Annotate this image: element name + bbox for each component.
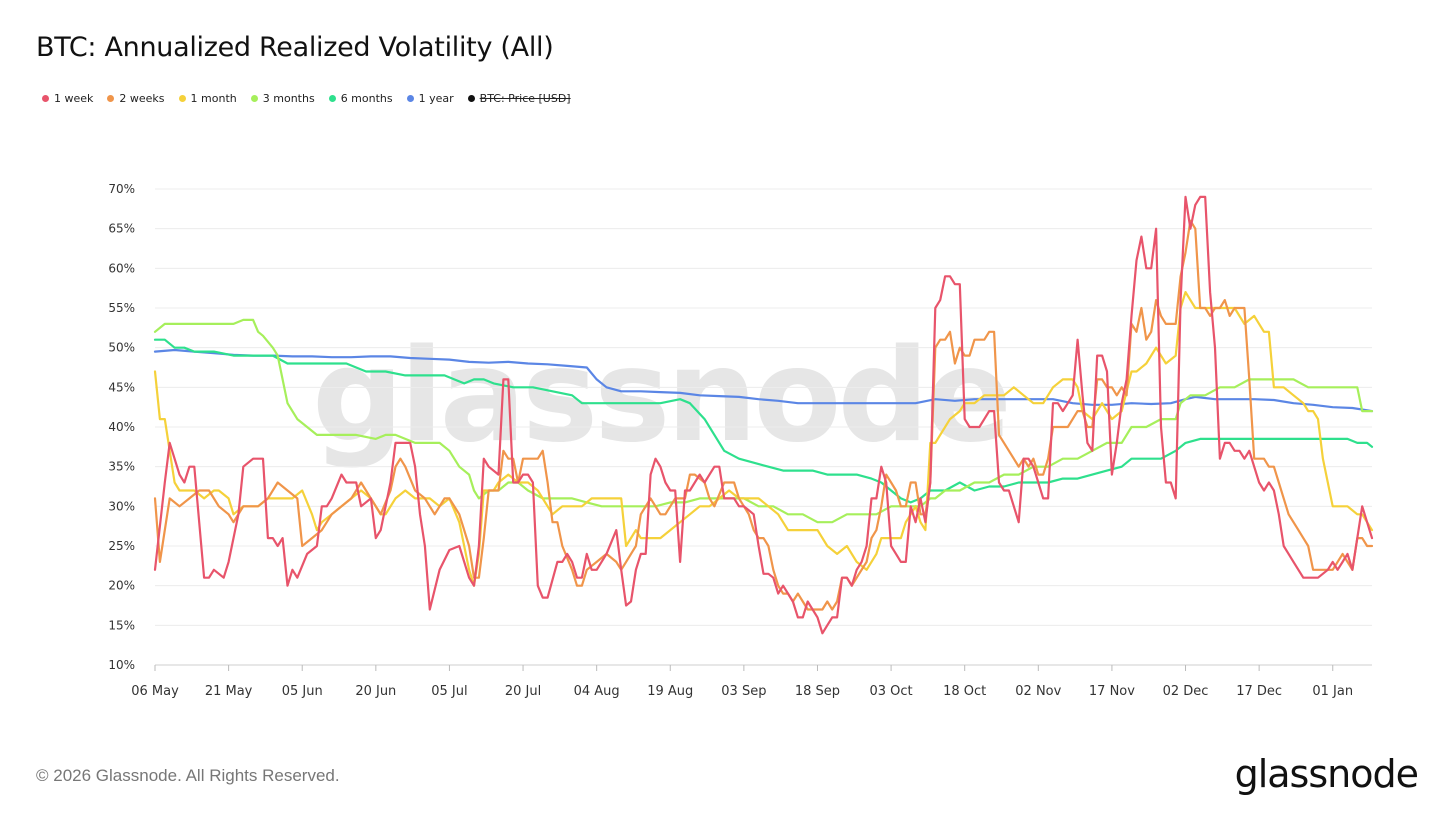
legend-label: 3 months	[262, 92, 315, 105]
series-line-1-year	[153, 348, 1374, 413]
x-tick-label: 20 Jul	[505, 684, 541, 699]
chart-title: BTC: Annualized Realized Volatility (All…	[36, 32, 554, 63]
x-tick-label: 17 Nov	[1089, 684, 1135, 699]
x-tick-label: 03 Sep	[721, 684, 766, 699]
series-line-1-month	[153, 291, 1374, 587]
legend-dot-icon	[328, 95, 336, 102]
y-tick-label: 55%	[108, 301, 135, 315]
x-tick-label: 05 Jun	[282, 684, 323, 699]
chart-series	[153, 195, 1374, 635]
legend-label: 1 month	[190, 92, 237, 105]
x-tick-label: 04 Aug	[574, 684, 620, 699]
y-tick-label: 50%	[108, 341, 135, 355]
x-tick-label: 17 Dec	[1236, 684, 1282, 699]
y-tick-label: 30%	[108, 499, 135, 513]
legend-dot-icon	[467, 95, 475, 102]
legend-label: 2 weeks	[119, 92, 165, 105]
series-line-6-months	[153, 338, 1374, 504]
y-tick-label: 25%	[108, 539, 135, 553]
legend-item-3-months[interactable]: 3 months	[250, 92, 315, 105]
legend-item-2-weeks[interactable]: 2 weeks	[107, 92, 165, 105]
x-tick-label: 01 Jan	[1312, 684, 1353, 699]
legend-item-1-month[interactable]: 1 month	[178, 92, 237, 105]
y-tick-label: 70%	[108, 182, 135, 196]
x-tick-label: 02 Nov	[1015, 684, 1061, 699]
x-tick-label: 20 Jun	[355, 684, 396, 699]
chart-grid	[155, 188, 1372, 666]
y-tick-label: 45%	[108, 380, 135, 394]
legend-item-btc-price-usd[interactable]: BTC: Price [USD]	[467, 92, 571, 105]
legend-dot-icon	[178, 95, 186, 102]
legend-item-1-year[interactable]: 1 year	[406, 92, 454, 105]
legend-dot-icon	[107, 95, 115, 102]
legend-dot-icon	[406, 95, 414, 102]
legend-item-1-week[interactable]: 1 week	[42, 92, 93, 105]
series-line-1-week	[153, 195, 1374, 635]
series-line-3-months	[153, 318, 1374, 524]
x-tick-label: 05 Jul	[431, 684, 467, 699]
watermark-text: glassnode	[312, 322, 1008, 471]
legend-label: 1 week	[54, 92, 94, 105]
legend-label: 6 months	[340, 92, 393, 105]
y-tick-label: 15%	[108, 618, 135, 632]
chart-legend: 1 week 2 weeks 1 month 3 months 6 months 1 ye…	[42, 92, 571, 105]
y-tick-label: 20%	[108, 579, 135, 593]
x-tick-label: 19 Aug	[647, 684, 693, 699]
x-tick-label: 03 Oct	[870, 684, 913, 699]
x-tick-label: 18 Oct	[943, 684, 986, 699]
y-tick-label: 10%	[108, 658, 135, 672]
x-tick-label: 18 Sep	[795, 684, 840, 699]
legend-label: 1 year	[418, 92, 454, 105]
x-tick-label: 02 Dec	[1163, 684, 1209, 699]
x-tick-label: 06 May	[131, 684, 179, 699]
y-tick-label: 35%	[108, 460, 135, 474]
legend-item-6-months[interactable]: 6 months	[328, 92, 393, 105]
y-tick-label: 60%	[108, 261, 135, 275]
brand-logo: glassnode	[1234, 752, 1419, 796]
legend-dot-icon	[250, 95, 258, 102]
y-tick-label: 65%	[108, 222, 135, 236]
x-tick-label: 21 May	[205, 684, 253, 699]
x-axis: 06 May 21 May 05 Jun 20 Jun 05 Jul 20 Jul 04 A…	[131, 665, 1353, 699]
copyright-text: © 2026 Glassnode. All Rights Reserved.	[36, 766, 340, 785]
y-tick-label: 40%	[108, 420, 135, 434]
legend-label: BTC: Price [USD]	[479, 92, 571, 105]
series-line-2-weeks	[153, 219, 1374, 611]
y-axis: 10% 15% 20% 25% 30% 35% 40% 45% 50% 55% 60% 65% 70%	[108, 182, 135, 672]
legend-dot-icon	[42, 95, 49, 102]
